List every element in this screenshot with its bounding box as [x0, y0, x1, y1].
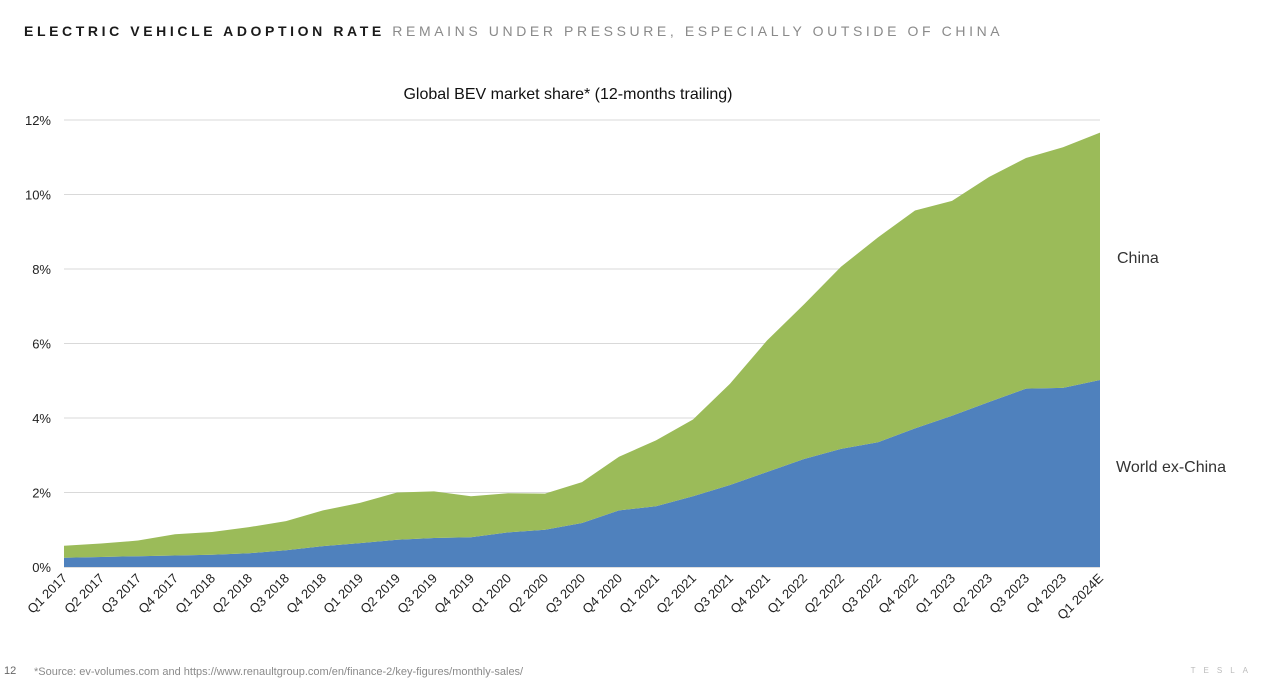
series-label-china: China: [1117, 250, 1159, 267]
x-tick-label: Q1 2019: [320, 571, 366, 617]
source-note: *Source: ev-volumes.com and https://www.…: [34, 666, 524, 678]
brand-wordmark: TESLA: [1190, 666, 1256, 675]
x-tick-label: Q3 2023: [986, 571, 1032, 617]
x-tick-label: Q1 2022: [764, 571, 810, 617]
y-tick-label: 0%: [32, 560, 51, 575]
x-tick-label: Q4 2018: [283, 571, 329, 617]
x-tick-label: Q2 2019: [357, 571, 403, 617]
y-tick-label: 12%: [25, 113, 51, 128]
x-tick-label: Q3 2017: [98, 571, 144, 617]
x-tick-label: Q2 2018: [209, 571, 255, 617]
y-tick-label: 4%: [32, 411, 51, 426]
x-tick-label: Q2 2020: [505, 571, 551, 617]
x-tick-label: Q1 2023: [912, 571, 958, 617]
series-labels: World ex-China China: [1116, 250, 1226, 476]
y-tick-label: 2%: [32, 486, 51, 501]
x-tick-label: Q4 2017: [135, 571, 181, 617]
page-number: 12: [4, 665, 17, 677]
x-tick-label: Q1 2017: [24, 571, 70, 617]
x-tick-label: Q4 2019: [431, 571, 477, 617]
headline-dark-part: ELECTRIC VEHICLE ADOPTION RATE: [24, 23, 385, 39]
y-tick-label: 6%: [32, 337, 51, 352]
area-series: [64, 132, 1100, 567]
x-tick-label: Q1 2018: [172, 571, 218, 617]
y-tick-label: 10%: [25, 188, 51, 203]
y-axis-ticks: 0% 2% 4% 6% 8% 10% 12%: [25, 113, 51, 575]
y-tick-label: 8%: [32, 262, 51, 277]
x-tick-label: Q4 2020: [579, 571, 625, 617]
series-label-world-ex-china: World ex-China: [1116, 459, 1226, 476]
x-tick-label: Q2 2023: [949, 571, 995, 617]
x-tick-label: Q1 2021: [616, 571, 662, 617]
x-tick-label: Q1 2020: [468, 571, 514, 617]
headline-gray-part: REMAINS UNDER PRESSURE, ESPECIALLY OUTSI…: [392, 23, 1004, 39]
x-tick-label: Q2 2017: [61, 571, 107, 617]
x-tick-label: Q2 2022: [801, 571, 847, 617]
slide-headline: ELECTRIC VEHICLE ADOPTION RATE REMAINS U…: [24, 23, 1003, 39]
x-tick-label: Q4 2021: [727, 571, 773, 617]
x-tick-label: Q2 2021: [653, 571, 699, 617]
chart-title: Global BEV market share* (12-months trai…: [403, 86, 732, 103]
x-tick-label: Q3 2022: [838, 571, 884, 617]
x-tick-label: Q3 2018: [246, 571, 292, 617]
area-china: [64, 132, 1100, 558]
x-tick-label: Q3 2020: [542, 571, 588, 617]
x-tick-label: Q4 2022: [875, 571, 921, 617]
x-tick-label: Q3 2021: [690, 571, 736, 617]
x-tick-label: Q3 2019: [394, 571, 440, 617]
area-world-ex-china: [64, 380, 1100, 567]
